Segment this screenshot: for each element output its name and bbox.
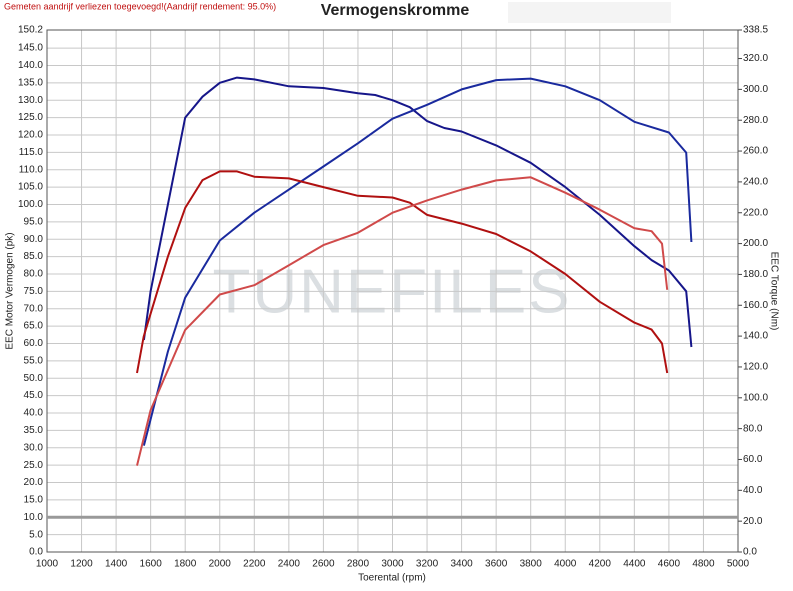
y2-tick-label: 180.0 xyxy=(743,269,768,280)
y-tick-label: 5.0 xyxy=(29,529,43,540)
y-tick-label: 120.0 xyxy=(18,130,43,141)
y-tick-label: 145.0 xyxy=(18,43,43,54)
y2-tick-label: 320.0 xyxy=(743,53,768,64)
y-tick-label: 105.0 xyxy=(18,182,43,193)
y2-tick-label: 200.0 xyxy=(743,238,768,249)
x-tick-label: 3000 xyxy=(381,559,404,570)
y2-tick-label: 338.5 xyxy=(743,25,768,36)
x-tick-label: 1600 xyxy=(140,559,163,570)
y-tick-label: 60.0 xyxy=(24,338,44,349)
y2-tick-label: 120.0 xyxy=(743,362,768,373)
y2-tick-label: 220.0 xyxy=(743,207,768,218)
y-tick-label: 100.0 xyxy=(18,199,43,210)
x-tick-label: 1800 xyxy=(174,559,197,570)
y-tick-label: 110.0 xyxy=(19,164,44,175)
x-tick-label: 3400 xyxy=(450,559,473,570)
y-tick-label: 95.0 xyxy=(24,216,44,227)
y-tick-label: 85.0 xyxy=(24,251,44,262)
y2-tick-label: 300.0 xyxy=(743,84,768,95)
y2-tick-label: 260.0 xyxy=(743,146,768,157)
y-tick-label: 90.0 xyxy=(24,234,44,245)
y2-tick-label: 240.0 xyxy=(743,177,768,188)
y2-tick-label: 280.0 xyxy=(743,115,768,126)
y-tick-label: 35.0 xyxy=(24,425,44,436)
y-tick-label: 10.0 xyxy=(24,512,44,523)
y-tick-label: 40.0 xyxy=(24,408,44,419)
x-tick-label: 1000 xyxy=(36,559,59,570)
line xyxy=(136,170,669,374)
y-tick-label: 115.0 xyxy=(19,147,44,158)
x-tick-label: 2200 xyxy=(243,559,266,570)
y-tick-label: 70.0 xyxy=(24,303,44,314)
y-tick-label: 55.0 xyxy=(24,355,44,366)
blank-box xyxy=(508,2,671,23)
y2-tick-label: 0.0 xyxy=(743,547,757,558)
y-tick-label: 135.0 xyxy=(18,77,43,88)
y2-tick-label: 60.0 xyxy=(743,454,763,465)
y2-tick-label: 140.0 xyxy=(743,331,768,342)
y2-tick-label: 160.0 xyxy=(743,300,768,311)
watermark: TUNEFILES xyxy=(212,257,571,326)
y-tick-label: 140.0 xyxy=(18,60,43,71)
y-tick-label: 25.0 xyxy=(24,460,44,471)
y2-axis-label: EEC Torque (Nm) xyxy=(768,252,779,331)
x-tick-label: 4000 xyxy=(554,559,577,570)
x-tick-label: 2000 xyxy=(209,559,232,570)
x-tick-label: 4800 xyxy=(692,559,715,570)
y-tick-label: 0.0 xyxy=(29,547,43,558)
x-tick-label: 5000 xyxy=(727,559,750,570)
y-tick-label: 15.0 xyxy=(24,495,44,506)
y-tick-label: 125.0 xyxy=(18,112,43,123)
y-tick-label: 65.0 xyxy=(24,321,44,332)
x-tick-label: 1400 xyxy=(105,559,128,570)
y-axis-label: EEC Motor Vermogen (pk) xyxy=(5,232,16,349)
x-tick-label: 2800 xyxy=(347,559,370,570)
x-tick-label: 2400 xyxy=(278,559,301,570)
y-tick-label: 30.0 xyxy=(24,442,44,453)
x-tick-label: 4600 xyxy=(658,559,681,570)
x-tick-label: 1200 xyxy=(70,559,93,570)
line xyxy=(136,176,669,466)
y2-tick-label: 20.0 xyxy=(743,516,763,527)
x-tick-label: 3600 xyxy=(485,559,508,570)
line xyxy=(142,76,693,348)
y-tick-label: 150.2 xyxy=(18,25,43,36)
y-tick-label: 130.0 xyxy=(18,95,43,106)
x-tick-label: 4400 xyxy=(623,559,646,570)
y-tick-label: 20.0 xyxy=(24,477,44,488)
y2-tick-label: 80.0 xyxy=(743,423,763,434)
chart-title: Vermogenskromme xyxy=(321,2,470,19)
subtitle: Gemeten aandrijf verliezen toegevoegd!(A… xyxy=(4,1,276,11)
x-axis-label: Toerental (rpm) xyxy=(358,573,426,584)
x-tick-label: 2600 xyxy=(312,559,335,570)
x-tick-label: 4200 xyxy=(589,559,612,570)
y-tick-label: 50.0 xyxy=(24,373,44,384)
line xyxy=(142,77,693,446)
plot-frame xyxy=(46,29,739,553)
y-tick-label: 45.0 xyxy=(24,390,44,401)
x-tick-label: 3200 xyxy=(416,559,439,570)
y-tick-label: 80.0 xyxy=(24,269,44,280)
y-tick-label: 75.0 xyxy=(24,286,44,297)
y2-tick-label: 100.0 xyxy=(743,392,768,403)
y2-tick-label: 40.0 xyxy=(743,485,763,496)
x-tick-label: 3800 xyxy=(520,559,543,570)
